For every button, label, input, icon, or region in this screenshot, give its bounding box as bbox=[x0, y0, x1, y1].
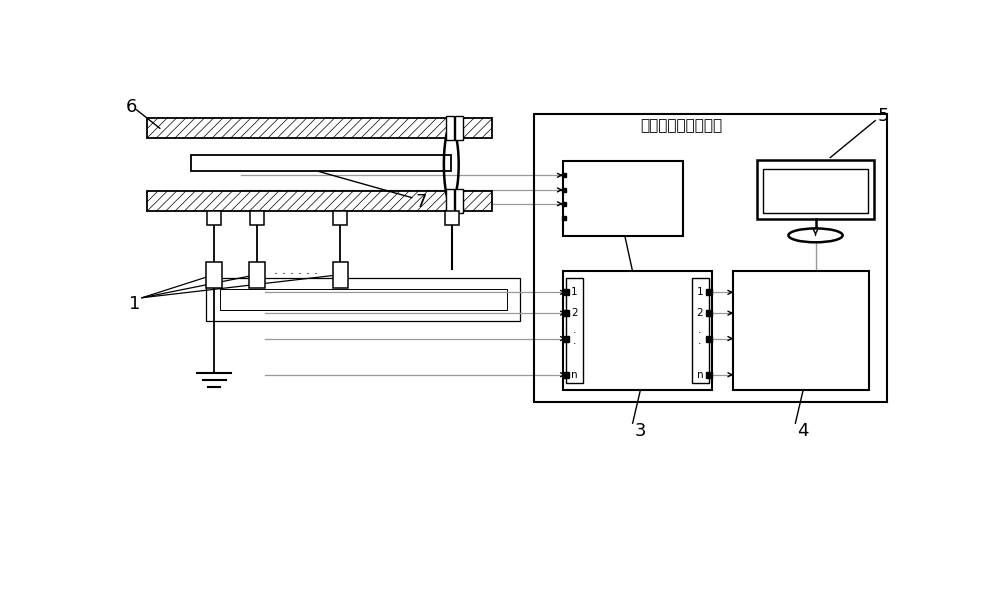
Bar bbox=[207, 212, 221, 225]
Text: n: n bbox=[697, 370, 703, 380]
Bar bbox=[147, 118, 492, 138]
Text: 2: 2 bbox=[635, 269, 646, 287]
Bar bbox=[455, 189, 463, 213]
Text: 4: 4 bbox=[797, 422, 809, 440]
Text: 7: 7 bbox=[415, 194, 427, 211]
Bar bbox=[147, 191, 492, 212]
Bar bbox=[733, 271, 869, 390]
Text: 信号采集与监测装置: 信号采集与监测装置 bbox=[640, 118, 723, 133]
Bar bbox=[333, 261, 348, 288]
Bar bbox=[563, 160, 683, 236]
Ellipse shape bbox=[788, 228, 843, 242]
Bar bbox=[249, 261, 264, 288]
Text: 1: 1 bbox=[697, 287, 703, 297]
Bar bbox=[446, 189, 454, 213]
Bar bbox=[250, 212, 264, 225]
Bar bbox=[692, 278, 709, 383]
Text: 6: 6 bbox=[126, 98, 137, 116]
Bar bbox=[563, 271, 712, 390]
Text: 5: 5 bbox=[877, 107, 889, 125]
Bar bbox=[763, 169, 868, 213]
Text: 1: 1 bbox=[571, 287, 578, 297]
Bar bbox=[446, 116, 454, 140]
Bar bbox=[566, 278, 583, 383]
Text: ·
·: · · bbox=[698, 328, 702, 349]
Text: 光电
探测器: 光电 探测器 bbox=[624, 314, 651, 347]
Text: 1: 1 bbox=[129, 295, 140, 313]
Bar bbox=[206, 261, 222, 288]
Bar bbox=[757, 160, 874, 219]
Bar bbox=[333, 212, 347, 225]
Text: 2: 2 bbox=[571, 308, 578, 318]
Text: 2: 2 bbox=[697, 308, 703, 318]
Text: 信号处理
电路: 信号处理 电路 bbox=[783, 314, 819, 347]
Text: 监测平台: 监测平台 bbox=[797, 187, 834, 202]
Bar bbox=[445, 212, 459, 225]
Bar bbox=[534, 114, 887, 403]
Text: 3: 3 bbox=[635, 422, 646, 440]
Text: ·
·: · · bbox=[573, 328, 576, 349]
Text: n: n bbox=[571, 370, 578, 380]
Bar bbox=[220, 289, 507, 310]
Text: · · · · · ·: · · · · · · bbox=[274, 268, 318, 281]
Bar bbox=[191, 154, 450, 171]
Text: LED
光源: LED 光源 bbox=[607, 179, 639, 218]
Bar bbox=[206, 278, 520, 321]
Bar bbox=[455, 116, 463, 140]
